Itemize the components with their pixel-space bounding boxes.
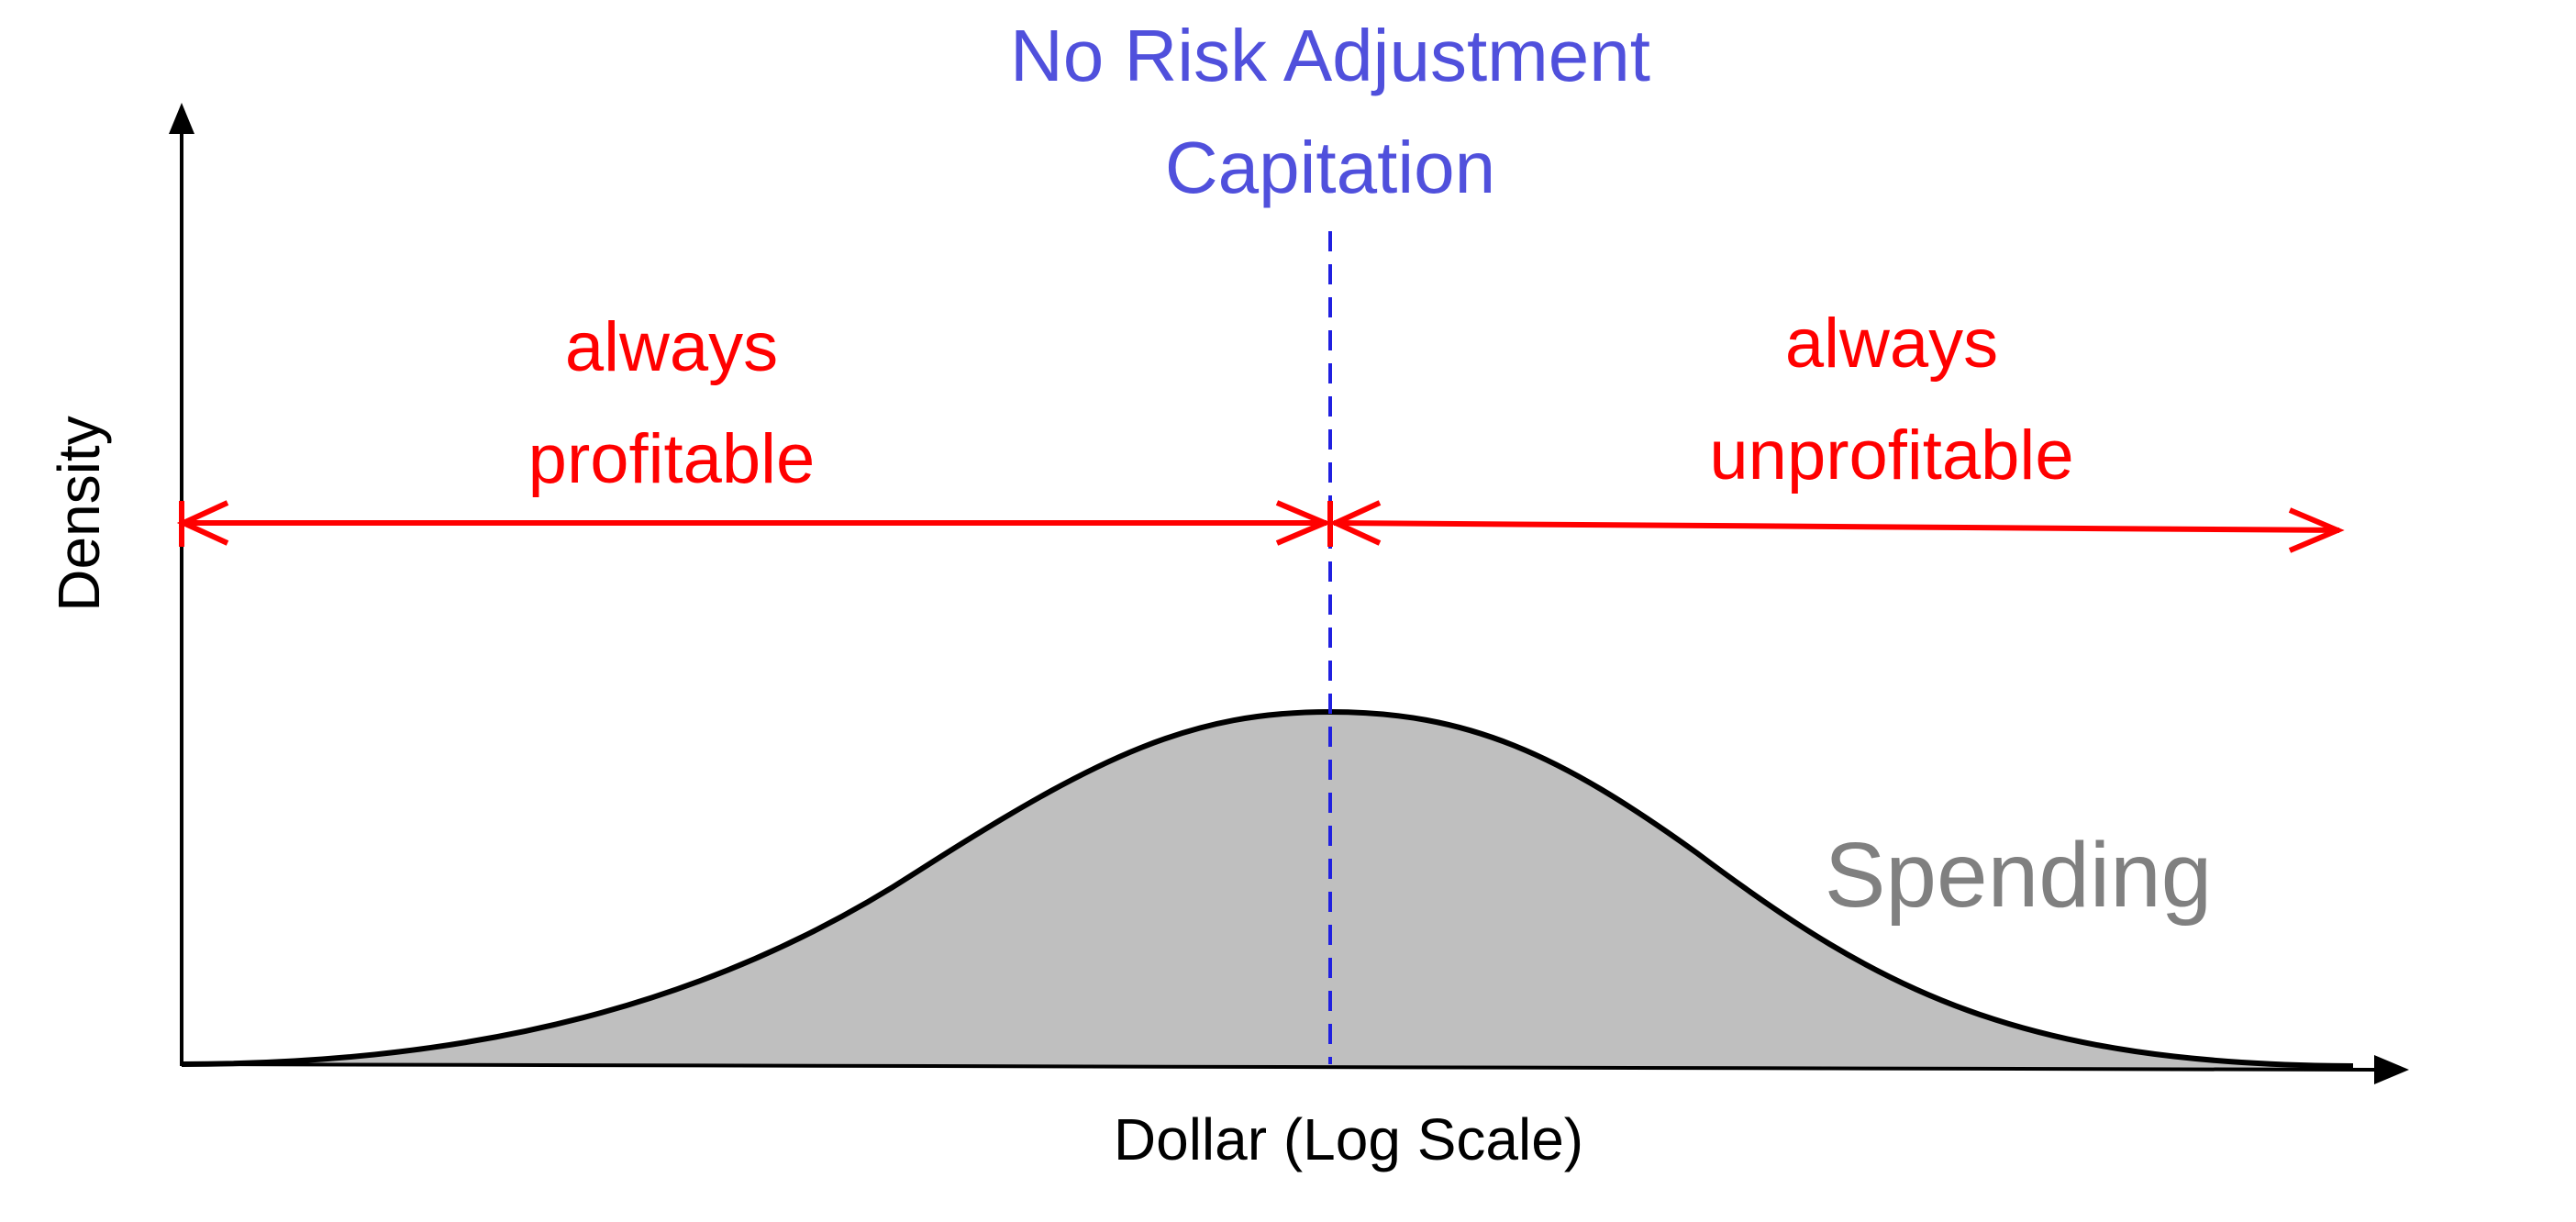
unprofitable-range-arrow bbox=[1327, 500, 2345, 553]
unprofitable-label-line-2: unprofitable bbox=[1709, 417, 2073, 494]
profitable-label-line-2: profitable bbox=[528, 420, 816, 498]
profitable-range-arrow bbox=[176, 500, 1332, 547]
profitable-label-line-1: always bbox=[565, 308, 778, 386]
spending-distribution-area bbox=[182, 712, 2353, 1068]
y-axis-arrowhead bbox=[169, 103, 194, 134]
x-axis-arrowhead bbox=[2374, 1055, 2409, 1084]
y-axis-label: Density bbox=[46, 416, 112, 611]
unprofitable-label-line-1: always bbox=[1785, 305, 1998, 383]
x-axis bbox=[181, 1062, 2375, 1072]
spending-label: Spending bbox=[1825, 824, 2213, 927]
capitation-title-line-2: Capitation bbox=[1165, 127, 1495, 208]
x-axis-label: Dollar (Log Scale) bbox=[1114, 1106, 1583, 1172]
capitation-title-line-1: No Risk Adjustment bbox=[1010, 15, 1650, 96]
